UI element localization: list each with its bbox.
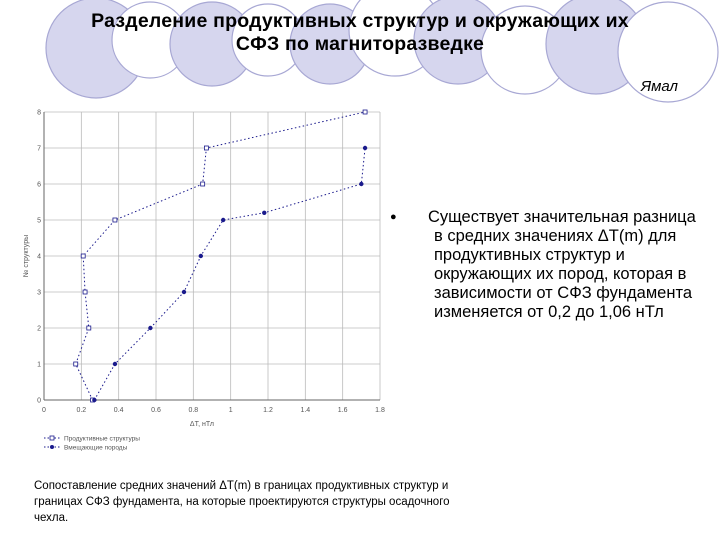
data-point-circle [359,181,364,187]
x-axis-label: ΔT, нТл [190,421,214,428]
x-tick-label: 1.2 [263,407,273,414]
y-tick-label: 8 [37,110,41,117]
data-point-circle [112,361,118,367]
x-tick-label: 0.6 [151,407,161,414]
chart: 0 0.2 0.4 0.6 0.8 1 1.2 1.4 1.6 1.8 0 1 2 3 4 5 6 7 8 ΔT, н… [23,109,385,452]
region-label: Ямал [640,78,678,95]
figure-caption: Сопоставление средних значений ΔT(m) в г… [34,480,450,524]
data-point-square [362,109,368,115]
data-point-circle [198,253,203,259]
y-tick-label: 4 [37,254,41,261]
y-tick-label: 3 [37,290,41,297]
x-tick-label: 0.2 [76,407,86,414]
data-point-square [73,361,79,367]
y-tick-label: 1 [37,362,41,369]
bullet-text: Существует значительная разница в средни… [428,208,696,321]
y-axis-label: № структуры [23,235,30,277]
y-tick-label: 5 [37,218,41,225]
legend-label: Продуктивные структуры [64,436,140,443]
data-point-circle [148,325,153,331]
y-tick-label: 2 [37,326,41,333]
decorative-circles [45,0,719,103]
x-tick-label: 0 [42,407,46,414]
page-title: Разделение продуктивных структур и окруж… [0,10,720,56]
title-line-2: СФЗ по магниторазведке [235,33,485,55]
data-point-square [200,181,206,187]
x-tick-label: 1 [229,407,233,414]
legend-label: Вмещающие породы [64,445,128,452]
series-line-0 [75,111,366,401]
x-tick-label: 0.4 [114,407,124,414]
x-tick-label: 1.4 [300,407,310,414]
data-point-square [80,253,86,259]
title-line-1: Разделение продуктивных структур и окруж… [91,10,629,32]
y-tick-label: 0 [37,398,41,405]
data-point-square [112,217,118,223]
y-tick-label: 7 [37,146,41,153]
x-tick-label: 0.8 [188,407,198,414]
x-tick-label: 1.6 [338,407,348,414]
series-line-1 [93,147,366,401]
x-tick-label: 1.8 [375,407,385,414]
data-point-circle [262,210,267,215]
data-point-square [82,289,88,295]
bullet-icon: ● [390,211,397,223]
deco-circle [617,1,719,103]
data-point-circle [362,145,368,151]
data-point-circle [92,397,97,403]
data-point-circle [181,289,187,295]
data-point-circle [221,217,226,223]
legend-marker-square [49,435,55,441]
legend-marker-circle [50,445,54,449]
data-point-square [86,325,92,331]
bullet-point: ● Существует значительная разница в средн… [390,208,702,322]
y-tick-label: 6 [37,182,41,189]
data-point-square [203,145,209,151]
